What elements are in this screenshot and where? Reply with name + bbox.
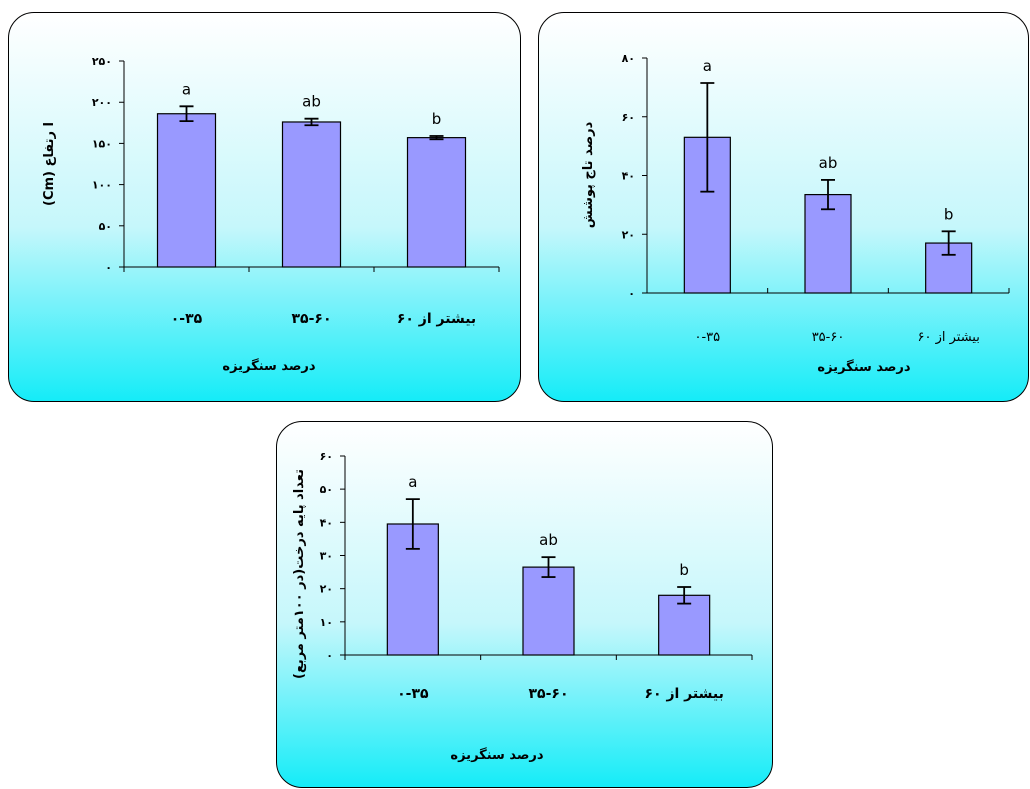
category-label: ۰-۳۵ — [695, 330, 721, 345]
category-label: بیشتر از ۶۰ — [397, 311, 476, 327]
category-label: ۳۵-۶۰ — [812, 330, 845, 345]
bar — [804, 193, 852, 294]
bar — [406, 137, 467, 268]
category-label: ۰-۳۵ — [171, 311, 203, 327]
significance-letter: b — [944, 205, 954, 223]
bar — [658, 594, 711, 656]
significance-letter: ab — [819, 154, 838, 172]
y-tick-label: ۰ — [326, 649, 333, 662]
significance-letter: a — [408, 473, 417, 491]
chart-panel-canopy-cover: ۰ ۲۰ ۴۰ ۶۰ ۸۰ a ۰-۳۵ ab ۳۵-۶۰ b بیشتر از ۶۰ درصد سن… — [538, 12, 1029, 402]
significance-letter: a — [182, 80, 191, 98]
chart-panel-height: ۰ ۵۰ ۱۰۰ ۱۵۰ ۲۰۰ ۲۵۰ a ۰-۳۵ ab ۳۵-۶۰ b بیشتر از ۶۰ د… — [8, 12, 521, 402]
significance-letter: b — [432, 110, 442, 128]
significance-letter: b — [679, 561, 689, 579]
y-tick-label: ۰ — [105, 261, 112, 274]
y-tick-label: ۵۰ — [320, 483, 333, 496]
y-tick-label: ۱۰ — [320, 616, 333, 629]
y-tick-label: ۵۰ — [99, 220, 112, 233]
y-tick-label: ۲۵۰ — [92, 55, 112, 68]
y-tick-label: ۴۰ — [320, 516, 333, 529]
y-tick-label: ۸۰ — [622, 52, 635, 65]
y-tick-label: ۴۰ — [622, 170, 635, 183]
x-axis-title: درصد سنگریزه — [222, 358, 315, 374]
significance-letter: a — [703, 57, 712, 75]
category-label: بیشتر از ۶۰ — [917, 330, 979, 345]
significance-letter: ab — [539, 531, 558, 549]
significance-letter: ab — [302, 93, 321, 111]
category-label: ۰-۳۵ — [397, 686, 429, 702]
bar — [156, 113, 217, 268]
y-axis-title: درصد تاج پوشش — [581, 121, 596, 228]
y-axis-title: تعداد پایه درخت(در ۱۰۰متر مربع) — [292, 469, 307, 679]
category-label: ۳۵-۶۰ — [292, 311, 332, 327]
y-tick-label: ۱۰۰ — [92, 179, 112, 192]
x-axis-title: درصد سنگریزه — [817, 359, 910, 375]
y-tick-label: ۲۰۰ — [92, 96, 112, 109]
bar — [522, 566, 575, 656]
y-tick-label: ۶۰ — [320, 450, 333, 463]
tree-count-bar-chart: ۰ ۱۰ ۲۰ ۳۰ ۴۰ ۵۰ ۶۰ a ۰-۳۵ ab ۳۵-۶۰ b بیشتر از ۶۰ درص… — [292, 450, 753, 763]
y-tick-label: ۳۰ — [320, 550, 333, 563]
bar — [281, 121, 342, 268]
y-tick-label: ۰ — [628, 287, 635, 300]
y-tick-label: ۱۵۰ — [92, 137, 112, 150]
y-axis-title: ا رتفاع (Cm) — [42, 122, 57, 206]
canopy-cover-bar-chart: ۰ ۲۰ ۴۰ ۶۰ ۸۰ a ۰-۳۵ ab ۳۵-۶۰ b بیشتر از ۶۰ درصد سن… — [581, 52, 1010, 375]
x-axis-title: درصد سنگریزه — [450, 747, 543, 763]
chart-panel-tree-count: ۰ ۱۰ ۲۰ ۳۰ ۴۰ ۵۰ ۶۰ a ۰-۳۵ ab ۳۵-۶۰ b بیشتر از ۶۰ درص… — [276, 421, 773, 788]
height-bar-chart: ۰ ۵۰ ۱۰۰ ۱۵۰ ۲۰۰ ۲۵۰ a ۰-۳۵ ab ۳۵-۶۰ b بیشتر از ۶۰ د… — [42, 55, 500, 374]
y-tick-label: ۲۰ — [622, 228, 635, 241]
y-tick-label: ۶۰ — [622, 111, 635, 124]
category-label: بیشتر از ۶۰ — [644, 686, 723, 702]
category-label: ۳۵-۶۰ — [529, 686, 569, 702]
y-tick-label: ۲۰ — [320, 583, 333, 596]
